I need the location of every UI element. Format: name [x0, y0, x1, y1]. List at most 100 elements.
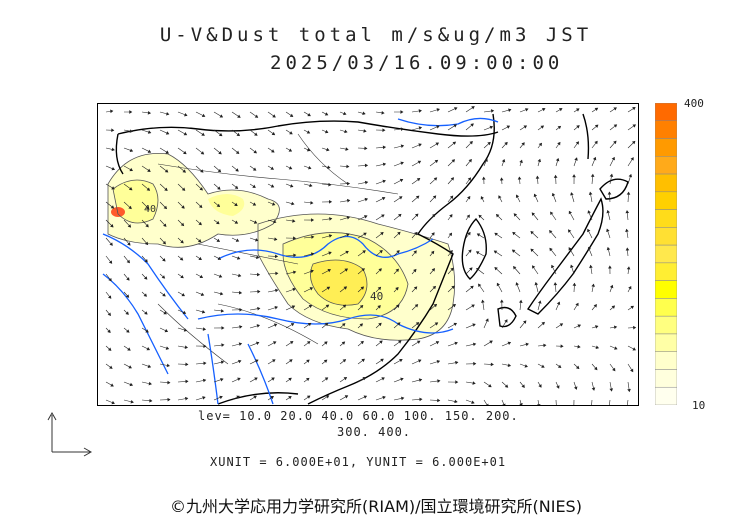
wind-arrowhead [418, 126, 423, 130]
contour-lines [107, 152, 456, 341]
wind-arrowhead [467, 231, 471, 236]
wind-arrowhead [145, 329, 149, 333]
rivers [102, 117, 499, 405]
wind-arrowhead [219, 114, 224, 118]
river-yangtze [197, 313, 454, 334]
wind-arrowhead [289, 184, 294, 188]
wind-arrowhead [608, 265, 612, 269]
wind-arrowhead [451, 285, 455, 290]
wind-arrowhead [576, 108, 580, 112]
wind-arrowhead [361, 358, 365, 363]
wind-arrowhead [289, 359, 293, 363]
wind-arrowhead [476, 233, 481, 237]
wind-arrowhead [499, 177, 504, 181]
wind-arrow [501, 399, 505, 405]
wind-arrowhead [202, 378, 207, 383]
river-mekong [207, 333, 219, 405]
wind-arrowhead [341, 341, 346, 345]
colorbar-segment [654, 262, 678, 281]
chart-title: U-V&Dust total m/s&ug/m3 JST [159, 24, 593, 46]
wind-arrowhead [398, 196, 403, 200]
wind-arrowhead [128, 186, 133, 191]
wind-arrowhead [609, 173, 614, 177]
wind-arrowhead [293, 253, 297, 258]
wind-arrowhead [237, 114, 241, 118]
wind-arrowhead [254, 114, 259, 118]
wind-arrowhead [217, 168, 222, 173]
wind-arrowhead [432, 213, 436, 218]
wind-arrowhead [537, 158, 542, 163]
wind-arrowhead [538, 384, 542, 388]
river-yellow [217, 235, 434, 260]
wind-arrowhead [164, 187, 168, 192]
wind-arrowhead [363, 232, 367, 236]
wind-arrow [627, 399, 629, 405]
wind-arrowhead [400, 377, 404, 382]
wind-arrowhead [524, 364, 528, 368]
wind-arrowhead [218, 274, 223, 278]
wind-arrowhead [502, 403, 506, 405]
wind-arrowhead [591, 387, 596, 391]
colorbar-max-label: 400 [684, 97, 704, 110]
wind-arrowhead [549, 247, 553, 252]
wind-arrowhead [235, 168, 239, 172]
wind-arrowhead [200, 169, 204, 173]
wind-arrowhead [289, 341, 294, 345]
wind-arrowhead [595, 325, 599, 329]
wind-arrowhead [274, 237, 278, 241]
dust-area-west [108, 153, 280, 248]
wind-arrowhead [513, 266, 517, 270]
wind-arrowhead [382, 179, 386, 184]
wind-arrowhead [167, 397, 171, 402]
wind-arrowhead [325, 304, 330, 308]
wind-arrowhead [344, 268, 348, 272]
wind-arrowhead [146, 187, 151, 191]
river-west [102, 233, 189, 320]
wind-arrowhead [110, 109, 114, 114]
wind-arrowhead [326, 147, 330, 152]
wind-arrowhead [202, 396, 206, 400]
coast-japan-hokkaido [599, 178, 629, 200]
wind-arrowhead [448, 232, 453, 237]
wind-arrowhead [329, 200, 333, 204]
wind-arrowhead [551, 192, 556, 197]
wind-arrowhead [488, 383, 492, 388]
coast-south-china [217, 392, 299, 405]
wind-arrowhead [327, 269, 331, 273]
wind-arrowhead [470, 285, 474, 290]
colorbar-segment [654, 351, 678, 370]
wind-arrowhead [162, 240, 166, 245]
wind-arrowhead [381, 110, 385, 115]
wind-arrowhead [344, 129, 348, 134]
wind-arrowhead [220, 360, 225, 365]
wind-arrowhead [625, 210, 630, 214]
wind-arrowhead [419, 397, 423, 402]
wind-arrowhead [198, 204, 203, 208]
wind-arrowhead [521, 142, 525, 146]
wind-arrowhead [179, 257, 184, 261]
wind-arrowhead [125, 294, 130, 298]
wind-arrowhead [147, 130, 152, 134]
wind-arrowhead [144, 241, 149, 246]
wind-arrowhead [470, 123, 474, 127]
wind-arrowhead [472, 342, 477, 347]
wind-arrowhead [324, 322, 329, 327]
wind-arrowhead [433, 303, 438, 308]
river-south [247, 343, 274, 405]
wind-arrowhead [430, 250, 435, 255]
wind-arrowhead [418, 378, 423, 382]
contour-levels-line1: lev= 10.0 20.0 40.0 60.0 100. 150. 200. [198, 409, 519, 423]
wind-arrowhead [398, 213, 402, 218]
wind-arrowhead [531, 212, 536, 216]
wind-arrowhead [381, 197, 386, 201]
wind-arrowhead [511, 249, 516, 253]
wind-arrowhead [450, 177, 455, 181]
wind-arrowhead [504, 319, 508, 323]
wind-arrowhead [576, 125, 580, 129]
wind-arrowhead [288, 396, 292, 400]
wind-arrowhead [147, 149, 152, 153]
wind-arrowhead [591, 283, 595, 287]
colorbar-segment [654, 173, 678, 193]
wind-arrowhead [290, 323, 295, 327]
wind-arrowhead [484, 158, 488, 162]
